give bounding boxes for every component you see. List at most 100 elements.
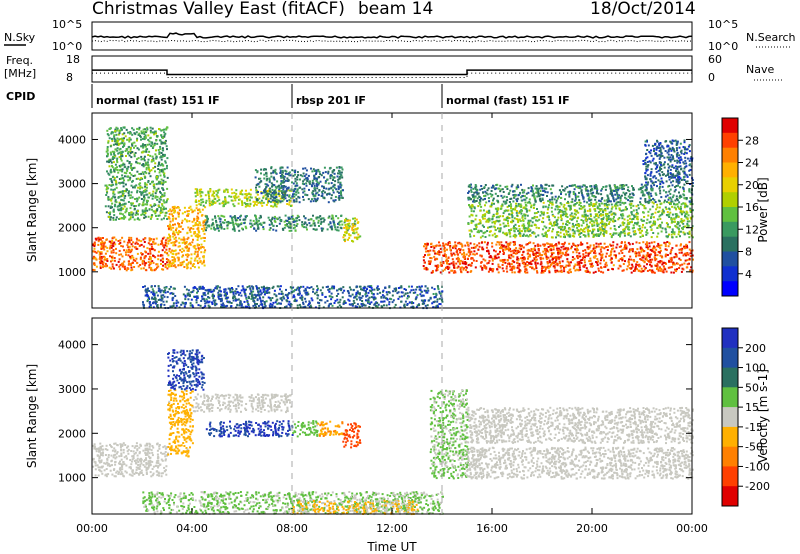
heatmap-cell xyxy=(321,229,323,232)
heatmap-cell xyxy=(307,218,310,221)
heatmap-cell xyxy=(438,241,440,244)
heatmap-cell xyxy=(216,225,219,228)
heatmap-cell xyxy=(109,127,111,130)
heatmap-cell xyxy=(92,257,95,260)
heatmap-cell xyxy=(144,250,147,253)
heatmap-cell xyxy=(594,250,596,253)
heatmap-cell xyxy=(541,265,544,268)
heatmap-cell xyxy=(110,197,113,200)
heatmap-cell xyxy=(208,288,211,291)
heatmap-cell xyxy=(319,222,322,225)
heatmap-cell xyxy=(114,167,117,170)
heatmap-cell xyxy=(135,177,138,180)
heatmap-cell xyxy=(147,134,150,137)
heatmap-cell xyxy=(327,216,330,219)
heatmap-cell xyxy=(288,201,291,204)
heatmap-cell xyxy=(599,248,602,251)
heatmap-cell xyxy=(186,266,189,269)
cpid-label: CPID xyxy=(6,90,35,103)
heatmap-cell xyxy=(165,300,168,303)
heatmap-cell xyxy=(312,222,315,225)
heatmap-cell xyxy=(206,300,209,303)
heatmap-cell xyxy=(136,170,139,173)
heatmap-cell xyxy=(314,228,317,231)
heatmap-cell xyxy=(473,246,475,249)
heatmap-cell xyxy=(500,241,503,244)
heatmap-cell xyxy=(440,265,443,267)
heatmap-cell xyxy=(160,155,163,158)
heatmap-cell xyxy=(106,146,109,148)
heatmap-cell xyxy=(157,265,160,268)
heatmap-cell xyxy=(256,193,259,196)
heatmap-cell xyxy=(509,268,512,271)
heatmap-cell xyxy=(198,288,201,290)
heatmap-cell xyxy=(318,302,321,304)
heatmap-cell xyxy=(299,178,301,181)
heatmap-cell xyxy=(655,248,658,251)
heatmap-cell xyxy=(183,206,186,209)
heatmap-cell xyxy=(201,214,204,216)
heatmap-cell xyxy=(269,302,272,305)
heatmap-cell xyxy=(171,219,174,222)
heatmap-cell xyxy=(634,252,637,255)
heatmap-cell xyxy=(394,303,397,306)
heatmap-cell xyxy=(205,226,208,229)
heatmap-cell xyxy=(371,288,374,291)
heatmap-cell xyxy=(505,265,508,268)
heatmap-cell xyxy=(185,263,188,266)
heatmap-cell xyxy=(183,239,186,242)
freq-tick-top: 18 xyxy=(66,53,80,66)
heatmap-cell xyxy=(300,294,303,297)
heatmap-cell xyxy=(317,194,320,196)
heatmap-cell xyxy=(685,254,687,257)
heatmap-cell xyxy=(427,250,429,252)
heatmap-cell xyxy=(158,161,160,164)
heatmap-cell xyxy=(337,196,340,199)
heatmap-cell xyxy=(278,302,281,305)
heatmap-cell xyxy=(126,244,129,247)
heatmap-cell xyxy=(172,226,175,229)
heatmap-cell xyxy=(483,241,486,244)
heatmap-cell xyxy=(587,270,590,273)
heatmap-cell xyxy=(189,262,192,265)
heatmap-cell xyxy=(353,232,356,235)
heatmap-cell xyxy=(254,203,256,206)
heatmap-cell xyxy=(198,209,201,212)
heatmap-cell xyxy=(486,250,488,253)
heatmap-cell xyxy=(127,239,130,242)
heatmap-cell xyxy=(235,189,238,192)
heatmap-cell xyxy=(433,300,436,303)
heatmap-cell xyxy=(328,304,330,307)
heatmap-cell xyxy=(476,244,479,247)
heatmap-cell xyxy=(260,168,263,171)
heatmap-cell xyxy=(179,261,182,264)
heatmap-cell xyxy=(143,128,146,131)
heatmap-cell xyxy=(376,306,379,308)
heatmap-cell xyxy=(523,265,526,268)
heatmap-cell xyxy=(170,265,173,268)
heatmap-cell xyxy=(107,134,110,137)
heatmap-cell xyxy=(161,203,164,206)
heatmap-cell xyxy=(163,141,166,144)
heatmap-cell xyxy=(148,258,151,261)
heatmap-cell xyxy=(250,297,253,300)
heatmap-cell xyxy=(115,238,118,241)
heatmap-cell xyxy=(554,271,557,274)
heatmap-cell xyxy=(198,257,201,260)
heatmap-cell xyxy=(113,168,116,171)
heatmap-cell xyxy=(169,305,172,308)
heatmap-cell xyxy=(113,152,115,155)
heatmap-cell xyxy=(268,228,271,231)
heatmap-cell xyxy=(198,248,200,251)
heatmap-cell xyxy=(244,215,247,218)
heatmap-cell xyxy=(351,227,354,230)
heatmap-cell xyxy=(165,286,168,289)
heatmap-cell xyxy=(112,188,115,191)
heatmap-cell xyxy=(154,192,157,195)
heatmap-cell xyxy=(163,208,165,211)
heatmap-cell xyxy=(139,190,141,193)
heatmap-cell xyxy=(319,215,322,218)
heatmap-cell xyxy=(530,249,532,252)
heatmap-cell xyxy=(510,267,513,270)
heatmap-cell xyxy=(115,186,118,189)
